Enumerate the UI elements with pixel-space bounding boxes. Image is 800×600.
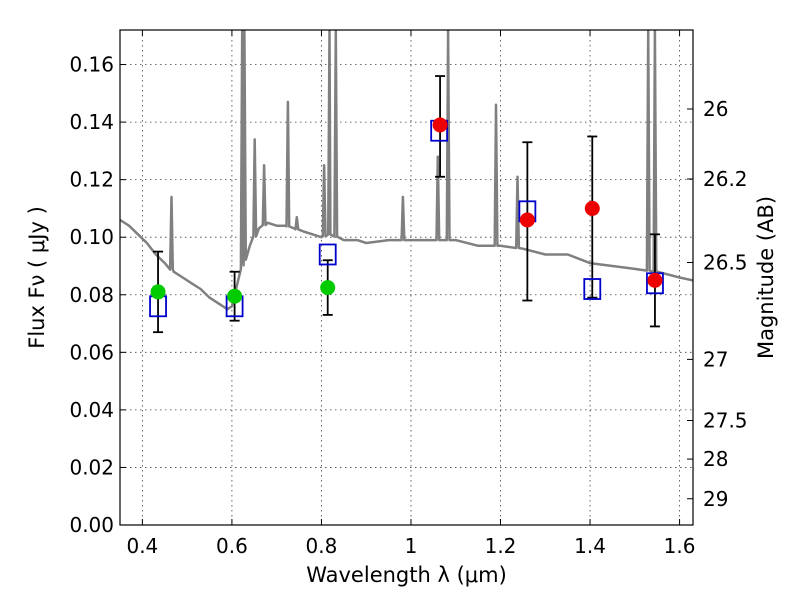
- y2-tick-label: 28: [703, 447, 728, 471]
- x-tick-label: 1: [405, 534, 418, 558]
- grid-layer: [120, 30, 693, 526]
- x-axis-label: Wavelength λ (μm): [306, 563, 507, 587]
- y2-tick-label: 26.2: [703, 167, 748, 191]
- y-tick-label: 0.04: [69, 398, 114, 422]
- model-square-point: [583, 278, 602, 300]
- x-tick-label: 1.4: [574, 534, 606, 558]
- y2-tick-label: 26: [703, 97, 728, 121]
- observed-optical-point: [150, 284, 166, 300]
- x-tick-label: 0.4: [126, 534, 158, 558]
- x-tick-label: 0.8: [306, 534, 338, 558]
- y-tick-label: 0.08: [69, 283, 114, 307]
- spectrum-line: [120, 30, 693, 311]
- y2-axis-label: Magnitude (AB): [754, 196, 778, 359]
- observed-optical-point: [320, 280, 336, 296]
- y-tick-label: 0.00: [69, 513, 114, 537]
- y2-tick-label: 27.5: [703, 409, 748, 433]
- observed-nir-point: [647, 272, 663, 288]
- observed-nir-point: [432, 117, 448, 133]
- marker-layer: [149, 75, 664, 334]
- y2-tick-label: 26.5: [703, 251, 748, 275]
- y2-tick-label: 29: [703, 487, 728, 511]
- y-tick-label: 0.14: [69, 110, 114, 134]
- x-tick-label: 1.2: [485, 534, 517, 558]
- y-tick-label: 0.10: [69, 225, 114, 249]
- y-tick-label: 0.12: [69, 168, 114, 192]
- x-tick-label: 1.6: [664, 534, 696, 558]
- y-axis-label: Flux Fν ( μJy ): [25, 206, 49, 349]
- y-tick-label: 0.16: [69, 53, 114, 77]
- y-tick-label: 0.02: [69, 455, 114, 479]
- model-square-point: [318, 243, 337, 266]
- tick-layer: 0.4 0.6 0.8 1 1.2 1.4 1.6 0.00 0.02 0.04 0.06 0.08 0…: [69, 30, 748, 558]
- y-tick-label: 0.06: [69, 340, 114, 364]
- plot-frame: [119, 29, 694, 526]
- spectrum-layer: [120, 30, 693, 311]
- observed-nir-point: [519, 212, 535, 228]
- y2-tick-label: 27: [703, 347, 728, 371]
- observed-nir-point: [584, 200, 600, 216]
- x-tick-label: 0.6: [216, 534, 248, 558]
- observed-optical-point: [227, 288, 243, 304]
